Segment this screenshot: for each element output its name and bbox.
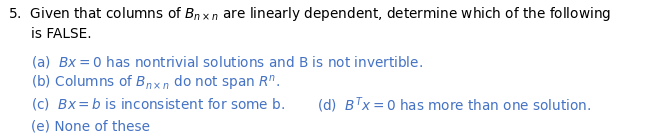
Text: (a)  $Bx = 0$ has nontrivial solutions and B is not invertible.: (a) $Bx = 0$ has nontrivial solutions an… bbox=[31, 54, 423, 70]
Text: is FALSE.: is FALSE. bbox=[31, 27, 92, 41]
Text: (c)  $Bx = b$ is inconsistent for some b.: (c) $Bx = b$ is inconsistent for some b. bbox=[31, 96, 285, 112]
Text: 5.  Given that columns of $B_{n\times n}$ are linearly dependent, determine whic: 5. Given that columns of $B_{n\times n}$… bbox=[8, 5, 611, 23]
Text: (b) Columns of $B_{n\times n}$ do not span $R^n$.: (b) Columns of $B_{n\times n}$ do not sp… bbox=[31, 74, 281, 93]
Text: (e) None of these: (e) None of these bbox=[31, 119, 150, 133]
Text: (d)  $B^Tx = 0$ has more than one solution.: (d) $B^Tx = 0$ has more than one solutio… bbox=[317, 96, 592, 115]
